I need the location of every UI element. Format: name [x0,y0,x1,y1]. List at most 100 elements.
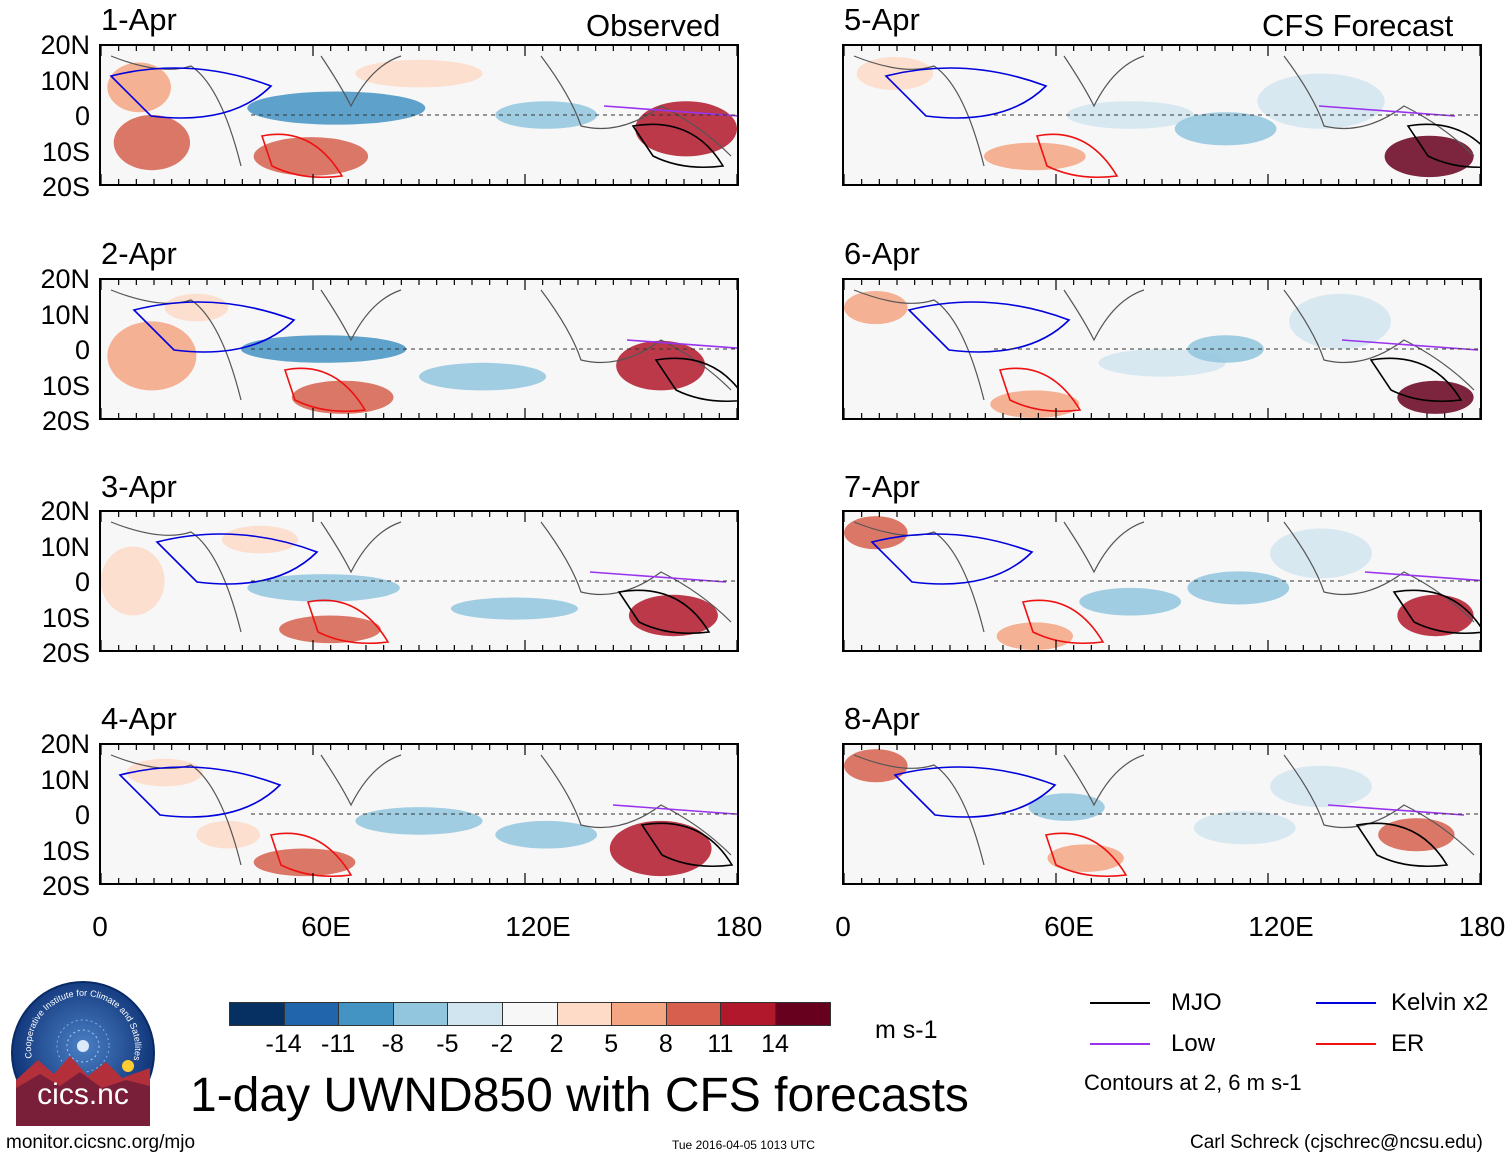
coastline [110,289,732,401]
panel-date-label: 6-Apr [844,236,920,271]
lon-label-120e: 120E [505,911,571,942]
lat-label-eq: 0 [74,101,90,131]
wind-anomaly-area [1187,571,1290,605]
map-frame [99,743,739,885]
wind-anomaly-area [419,362,547,391]
wave-contour [884,67,1048,119]
coastline [853,521,1475,633]
lon-label-120e: 120E [1248,911,1314,942]
kelvin-legend-line [1316,1002,1376,1004]
colorbar-swatch [665,1002,722,1026]
colorbar-swatch [611,1002,667,1026]
lon-label-180: 180 [1458,911,1506,942]
colorbar-tick-label: -11 [321,1030,356,1058]
er-legend-line [1316,1043,1376,1045]
colorbar-swatch [556,1002,613,1026]
colorbar-tick-label: 11 [707,1030,734,1058]
wind-anomaly-area [1270,528,1372,579]
lat-label-20n: 20N [40,729,90,759]
colorbar-tick-label: 8 [658,1030,673,1058]
wind-anomaly-area [990,390,1080,418]
wind-anomaly-area [1378,818,1455,852]
colorbar-tick-label: -8 [381,1030,404,1058]
wave-contour [870,533,1034,585]
coastline [853,289,1475,401]
wind-anomaly-area [1397,380,1474,414]
footer-url: monitor.cicsnc.org/mjo [6,1132,196,1153]
wind-anomaly-area [1270,765,1372,808]
kelvin-legend-label: Kelvin x2 [1391,989,1489,1016]
lat-label-20s: 20S [41,406,90,436]
wave-contour [631,123,725,169]
lon-label-0: 0 [835,911,851,942]
map-frame [842,44,1482,186]
panel-date-label: 5-Apr [844,2,920,37]
colorbar-tick-label: 2 [549,1030,564,1058]
colorbar-tick-label: -2 [490,1030,514,1058]
wave-contour [603,105,737,117]
lon-label-0: 0 [92,911,108,942]
wind-anomaly-area [1079,587,1182,616]
wind-anomaly-area [355,807,483,835]
cics-nc-logo: cics.nc Cooperative Institute for Climat… [10,980,156,1126]
lat-label-10s: 10S [41,836,90,866]
mjo-legend-label: MJO [1171,989,1222,1016]
wind-anomaly-area [495,101,598,129]
wave-contour [654,357,737,403]
map-canvas [101,512,737,650]
panel-date-label: 4-Apr [101,701,177,736]
wave-contour [1355,822,1449,868]
lat-label-eq: 0 [74,335,90,365]
lat-label-10s: 10S [41,603,90,633]
wind-anomaly-area [107,321,197,391]
wave-contour [1327,804,1465,816]
wind-anomaly-area [101,546,165,616]
map-canvas [101,46,737,184]
figure-title: 1-day UWND850 with CFS forecasts [190,1069,969,1122]
lat-label-20n: 20N [40,264,90,294]
wave-contour [612,804,737,815]
logo-wordmark: cics.nc [37,1078,129,1111]
colorbar-tick-label: -5 [436,1030,459,1058]
colorbar-tick-label: 5 [604,1030,619,1058]
coastline [110,55,732,167]
wave-contour [306,599,390,645]
mjo-legend-line [1090,1002,1150,1004]
wind-anomaly-area [1174,112,1277,146]
lat-label-10n: 10N [40,66,90,96]
wave-contour [109,67,273,119]
wave-contour [893,766,1057,818]
footer-author: Carl Schreck (cjschrec@ncsu.edu) [1190,1132,1483,1153]
map-frame [99,278,739,420]
wave-contour [1406,123,1480,169]
wind-anomaly-area [1289,293,1391,349]
wave-contour [1341,339,1479,351]
er-legend-label: ER [1391,1030,1425,1057]
lat-label-10n: 10N [40,532,90,562]
wave-contour [640,822,734,868]
wave-contour [907,301,1071,353]
map-canvas [101,280,737,418]
wind-anomaly-area [450,597,578,620]
colorbar-tick-label: -14 [265,1030,302,1058]
map-frame [842,510,1482,652]
wind-anomaly-area [1047,844,1124,872]
panel-date-label: 2-Apr [101,236,177,271]
lat-label-20s: 20S [41,871,90,901]
lat-label-10s: 10S [41,371,90,401]
map-canvas [844,46,1480,184]
wind-anomaly-area [107,62,171,113]
wind-anomaly-area [983,142,1086,171]
lat-label-10n: 10N [40,300,90,330]
map-canvas [101,745,737,883]
colorbar-swatch [338,1002,394,1026]
wind-anomaly-area [291,380,394,414]
wave-contour [589,571,727,583]
wind-anomaly-area [844,291,908,325]
colorbar-swatch [392,1002,449,1026]
colorbar-swatch [229,1002,285,1026]
wind-anomaly-area [113,115,191,171]
colorbar-swatch [447,1002,503,1026]
map-canvas [844,512,1480,650]
panel-date-label: 7-Apr [844,469,920,504]
